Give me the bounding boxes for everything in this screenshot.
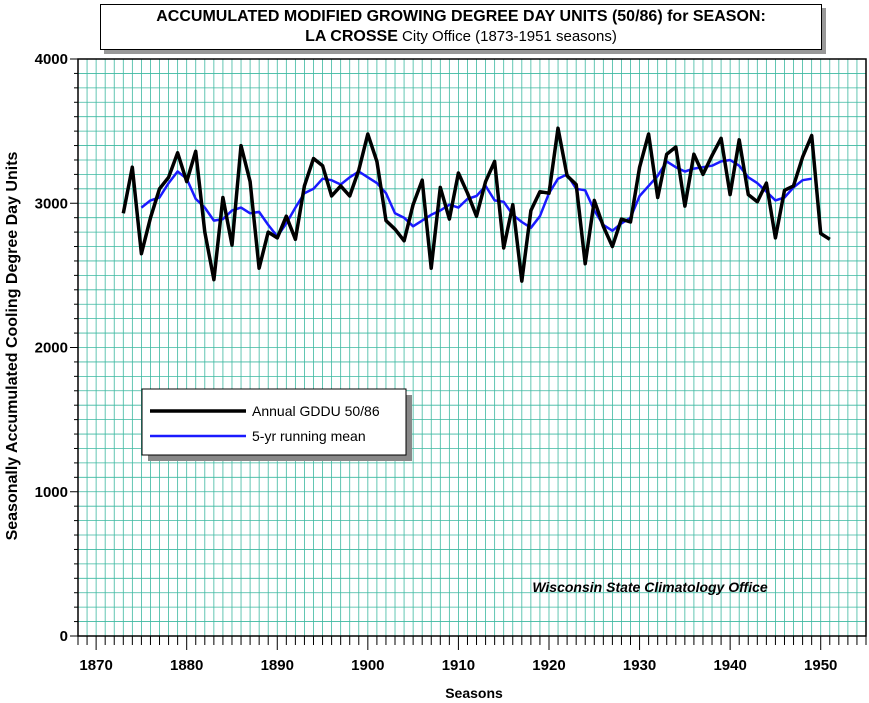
chart-title: ACCUMULATED MODIFIED GROWING DEGREE DAY …: [156, 8, 766, 25]
credit-text: Wisconsin State Climatology Office: [532, 579, 768, 595]
y-tick-label: 3000: [35, 195, 68, 212]
x-axis-title: Seasons: [445, 685, 503, 701]
y-tick-label: 4000: [35, 51, 68, 68]
station-name: LA CROSSE: [305, 28, 398, 45]
x-tick-label: 1930: [623, 657, 656, 674]
x-tick-label: 1920: [532, 657, 565, 674]
y-axis-labels: 0 1000 2000 3000 4000: [35, 51, 68, 645]
legend-box: [141, 388, 407, 456]
x-tick-label: 1870: [79, 657, 112, 674]
y-tick-label: 1000: [35, 484, 68, 501]
legend: Annual GDDU 50/86 5-yr running mean: [141, 388, 412, 461]
series-annual-gddu: [121, 126, 831, 283]
x-tick-label: 1890: [261, 657, 294, 674]
legend-label-mean: 5-yr running mean: [252, 428, 366, 444]
chart-title-box: ACCUMULATED MODIFIED GROWING DEGREE DAY …: [100, 4, 822, 50]
axis-ticks: [70, 58, 867, 650]
x-tick-label: 1880: [170, 657, 203, 674]
y-tick-label: 0: [60, 628, 68, 645]
x-tick-label: 1950: [804, 657, 837, 674]
legend-label-annual: Annual GDDU 50/86: [252, 403, 380, 419]
grid: [77, 58, 867, 637]
x-tick-label: 1900: [351, 657, 384, 674]
y-axis-title: Seasonally Accumulated Cooling Degree Da…: [4, 151, 21, 540]
station-detail: City Office (1873-1951 seasons): [397, 28, 617, 45]
x-tick-label: 1910: [442, 657, 475, 674]
x-axis-labels: 1870 1880 1890 1900 1910 1920 1930 1940 1950: [79, 657, 837, 674]
y-tick-label: 2000: [35, 340, 68, 357]
chart-subtitle: LA CROSSE City Office (1873-1951 seasons…: [101, 27, 821, 47]
x-tick-label: 1940: [713, 657, 746, 674]
